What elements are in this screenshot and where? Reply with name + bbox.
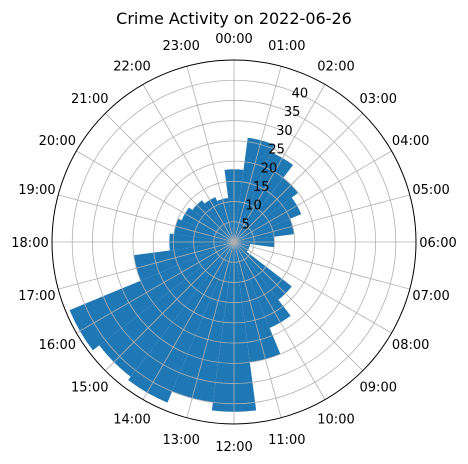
hour-label: 05:00 bbox=[412, 183, 449, 198]
theta-gridline bbox=[105, 241, 235, 371]
r-tick-label: 25 bbox=[268, 143, 285, 158]
hour-label: 10:00 bbox=[317, 413, 354, 428]
polar-frame bbox=[51, 59, 417, 425]
r-tick-label: 15 bbox=[253, 180, 270, 195]
hour-label: 15:00 bbox=[71, 380, 108, 395]
theta-gridline bbox=[76, 150, 235, 243]
theta-gridline bbox=[186, 66, 235, 243]
bar-1100 bbox=[234, 242, 281, 363]
theta-gridline bbox=[186, 241, 235, 418]
theta-gridline bbox=[233, 241, 410, 290]
hour-label: 02:00 bbox=[317, 59, 354, 74]
hour-label: 20:00 bbox=[39, 134, 76, 149]
r-tick-label: 40 bbox=[292, 87, 309, 102]
hour-label: 03:00 bbox=[360, 92, 397, 107]
theta-gridline bbox=[233, 150, 392, 243]
bar-0500 bbox=[234, 218, 295, 242]
bar-2300 bbox=[216, 197, 234, 242]
bar-2000 bbox=[181, 207, 234, 242]
r-tick-label: 35 bbox=[284, 105, 301, 120]
theta-gridline bbox=[233, 84, 326, 243]
theta-gridline bbox=[58, 194, 235, 243]
r-tick-label: 30 bbox=[276, 124, 293, 139]
bar-1600 bbox=[69, 242, 234, 351]
hour-label: 14:00 bbox=[113, 413, 150, 428]
r-tick-label: 5 bbox=[242, 217, 250, 232]
theta-gridline bbox=[142, 241, 235, 400]
hour-label: 09:00 bbox=[360, 380, 397, 395]
theta-gridline bbox=[233, 113, 363, 243]
bar-1900 bbox=[173, 218, 234, 242]
theta-gridline bbox=[233, 241, 363, 371]
bars bbox=[69, 137, 302, 412]
theta-gridline bbox=[233, 194, 410, 243]
bar-0700 bbox=[234, 242, 251, 249]
hour-label: 21:00 bbox=[71, 92, 108, 107]
bar-1000 bbox=[234, 242, 291, 328]
hour-label: 23:00 bbox=[162, 39, 199, 54]
r-tick-label: 10 bbox=[245, 199, 262, 214]
hour-label: 18:00 bbox=[11, 236, 48, 251]
bar-1400 bbox=[128, 242, 234, 403]
bar-0100 bbox=[234, 137, 275, 242]
hour-label: 13:00 bbox=[162, 433, 199, 448]
hour-label: 01:00 bbox=[268, 39, 305, 54]
axis-labels: 00:00 01:00 02:00 03:00 04:00 05:00 06:00 07:00… bbox=[11, 32, 456, 455]
hour-label: 17:00 bbox=[18, 289, 55, 304]
theta-gridline bbox=[142, 84, 235, 243]
polar-grid bbox=[51, 59, 417, 425]
r-tick-label: 20 bbox=[261, 161, 278, 176]
theta-gridline bbox=[233, 241, 282, 418]
hour-label: 07:00 bbox=[412, 289, 449, 304]
bar-1300 bbox=[172, 242, 234, 403]
hour-label: 12:00 bbox=[215, 440, 252, 455]
theta-gridline bbox=[233, 241, 392, 334]
hour-label: 06:00 bbox=[419, 236, 456, 251]
hour-label: 19:00 bbox=[18, 183, 55, 198]
hour-label: 16:00 bbox=[39, 338, 76, 353]
theta-gridline bbox=[58, 241, 235, 290]
theta-gridline bbox=[105, 113, 235, 243]
hour-label: 08:00 bbox=[392, 338, 429, 353]
chart-title: Crime Activity on 2022-06-26 bbox=[116, 9, 352, 28]
hour-label: 22:00 bbox=[113, 59, 150, 74]
theta-gridline bbox=[233, 241, 326, 400]
hour-label: 00:00 bbox=[215, 32, 252, 47]
hour-label: 11:00 bbox=[268, 433, 305, 448]
theta-gridline bbox=[76, 241, 235, 334]
hour-label: 04:00 bbox=[392, 134, 429, 149]
theta-gridline bbox=[233, 66, 282, 243]
